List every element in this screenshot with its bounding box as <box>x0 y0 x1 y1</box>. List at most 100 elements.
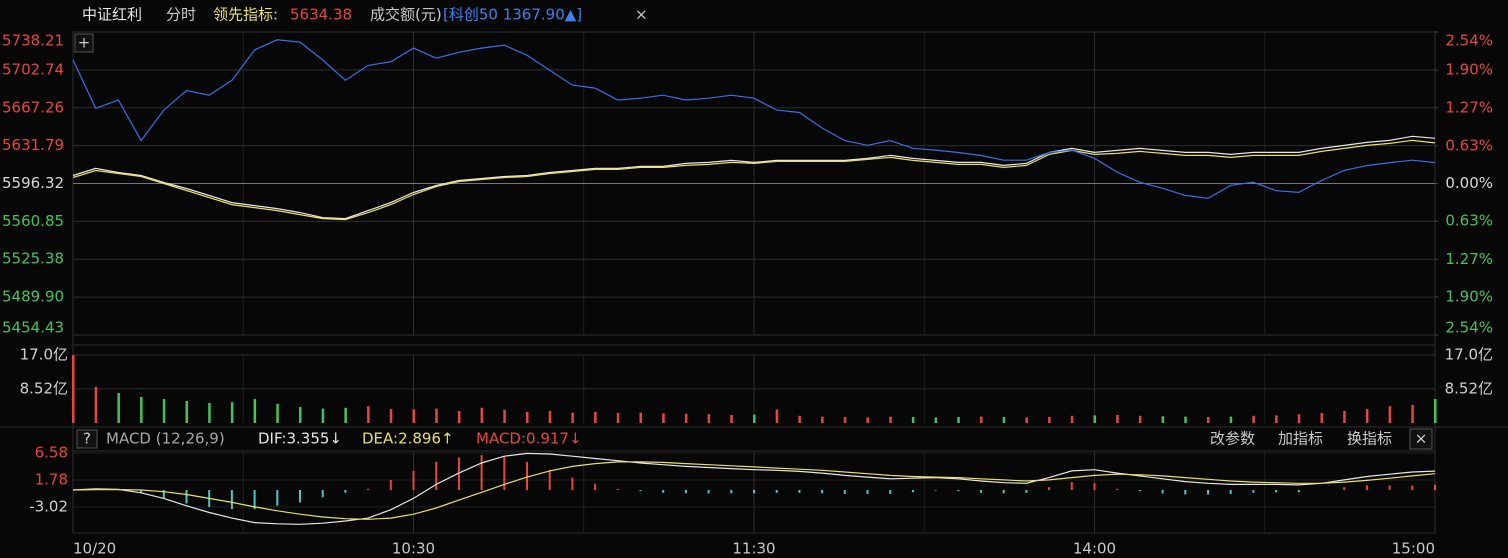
macd-bar <box>480 455 483 491</box>
volume-bar <box>1116 415 1119 423</box>
macd-bar <box>435 461 438 491</box>
volume-bar <box>1070 415 1074 423</box>
macd-bar <box>1093 483 1096 491</box>
macd-bar <box>1048 487 1051 491</box>
volume-bar <box>1411 405 1414 423</box>
volume-bar <box>866 417 869 423</box>
macd-bar <box>1434 484 1436 491</box>
macd-bar <box>526 461 528 491</box>
price-line <box>72 135 1436 220</box>
volume-bar <box>162 399 166 423</box>
macd-bar <box>548 469 551 491</box>
volume-bar <box>321 408 325 423</box>
y-tick-label: 5738.21 <box>2 32 64 50</box>
y-tick-label: 1.78 <box>35 470 68 488</box>
title: 中证红利 <box>82 6 142 24</box>
volume-bar <box>594 411 597 423</box>
macd-bar <box>730 490 733 494</box>
overlay-close[interactable]: × <box>635 6 648 24</box>
add-icon[interactable]: + <box>78 34 91 52</box>
volume-bar <box>503 409 506 423</box>
x-tick-label: 15:00 <box>1392 540 1435 558</box>
volume-bar <box>980 416 983 423</box>
macd-bar <box>367 488 370 491</box>
macd-bar <box>843 490 846 494</box>
macd-bar <box>662 490 665 493</box>
macd-bar <box>934 490 937 491</box>
volume-bar <box>707 414 711 423</box>
volume-bar <box>662 413 665 423</box>
y-tick-label: 5560.85 <box>2 212 64 230</box>
y2-tick-label: 1.90% <box>1445 61 1493 79</box>
macd-bar <box>162 490 165 498</box>
volume-bar <box>843 417 847 423</box>
x-tick-label: 10:30 <box>392 540 435 558</box>
volume-bar <box>1048 417 1051 423</box>
volume-bar <box>253 399 257 423</box>
y2-tick-label: 1.27% <box>1445 250 1493 268</box>
y-tick-label: 8.52亿 <box>20 379 68 397</box>
macd-bar <box>798 490 801 493</box>
macd-name: MACD (12,26,9) <box>106 430 225 448</box>
volume-bar <box>435 408 438 423</box>
volume-bar <box>798 415 801 423</box>
macd-help[interactable]: ? <box>83 430 91 448</box>
volume-bar <box>412 409 415 423</box>
macd-bar <box>253 490 256 510</box>
volume-bar <box>457 411 461 423</box>
x-tick-label: 14:00 <box>1073 540 1116 558</box>
volume-bar <box>1275 415 1278 423</box>
y2-tick-label: 1.90% <box>1445 287 1493 305</box>
leading-value: 5634.38 <box>290 6 352 24</box>
macd-bar <box>321 490 324 498</box>
volume-bar <box>1320 413 1323 423</box>
volume-bar <box>1252 415 1255 423</box>
volume-bar <box>934 417 938 423</box>
macd-bar <box>753 490 755 494</box>
macd-label: MACD:0.917↓ <box>476 430 582 448</box>
volume-bar <box>730 415 733 423</box>
volume-bar <box>1434 399 1437 423</box>
macd-bar <box>1297 490 1300 493</box>
macd-bar <box>185 490 188 504</box>
y-tick-label: 5702.74 <box>2 60 64 78</box>
mode[interactable]: 分时 <box>166 6 196 24</box>
add-indicator[interactable]: 加指标 <box>1278 430 1323 448</box>
macd-bar <box>412 470 415 491</box>
volume-bar <box>911 417 915 423</box>
y2-tick-label: 1.27% <box>1445 98 1493 116</box>
y2-tick-label: 0.63% <box>1445 136 1493 154</box>
macd-bar <box>571 477 574 491</box>
volume-bar <box>616 413 620 423</box>
close-box[interactable] <box>1409 428 1433 450</box>
macd-bar <box>230 490 233 510</box>
macd-bar <box>1252 490 1255 493</box>
macd-bar <box>1184 490 1187 495</box>
y-tick-label: 17.0亿 <box>20 346 68 364</box>
macd-bar <box>1025 490 1028 493</box>
price-line <box>72 139 1436 221</box>
volume-bar <box>1025 417 1028 423</box>
volume-bar <box>1388 406 1392 423</box>
add-button[interactable] <box>74 33 94 53</box>
overlay-label[interactable]: [科创50 1367.90▲] <box>443 6 582 24</box>
volume-bar <box>72 355 75 423</box>
macd-close[interactable]: × <box>1415 430 1428 448</box>
volume-bar <box>753 414 756 423</box>
volume-bar <box>1229 416 1233 423</box>
help-box[interactable] <box>76 429 98 449</box>
y-tick-label: 5489.90 <box>2 288 64 306</box>
volume-bar <box>571 412 574 423</box>
y-tick-label: 5631.79 <box>2 136 64 154</box>
volume-bar <box>1184 416 1187 423</box>
edit-params[interactable]: 改参数 <box>1210 430 1255 448</box>
y-tick-label: 5667.26 <box>2 98 64 116</box>
macd-bar <box>1207 490 1209 495</box>
macd-line <box>72 461 1436 520</box>
y-tick-label: 5454.43 <box>2 319 64 337</box>
price-line <box>72 39 1436 200</box>
swap-indicator[interactable]: 换指标 <box>1347 430 1392 448</box>
volume-bar <box>367 406 370 423</box>
